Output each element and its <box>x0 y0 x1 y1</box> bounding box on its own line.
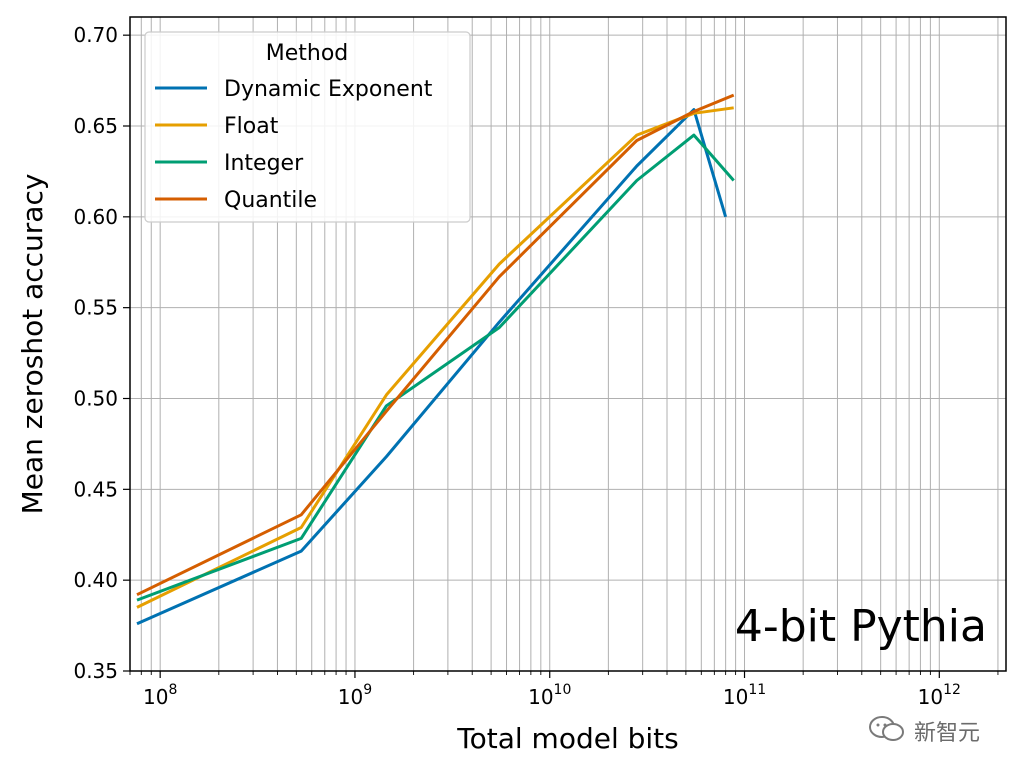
series-line-integer <box>136 133 735 602</box>
y-tick-label: 0.45 <box>73 477 118 501</box>
series-line-dynamic-exponent <box>136 108 728 626</box>
y-tick-label: 0.60 <box>73 205 118 229</box>
chart-annotation: 4-bit Pythia <box>735 601 987 652</box>
legend-label: Float <box>224 114 279 139</box>
legend-items: Dynamic Exponent Float Integer Quantile <box>155 77 433 213</box>
x-tick-label: 108 <box>143 682 177 709</box>
plot-frame <box>129 16 1007 672</box>
legend-title: Method <box>266 41 349 66</box>
legend-label: Quantile <box>224 188 317 213</box>
y-tick-label: 0.55 <box>73 296 118 320</box>
y-tick-label: 0.40 <box>73 568 118 592</box>
x-axis: 108 109 1010 1011 1012 <box>129 671 999 709</box>
x-tick-label: 109 <box>338 682 372 709</box>
x-tick-label: 1012 <box>918 682 961 709</box>
x-tick-label: 1011 <box>723 682 766 709</box>
y-tick-label: 0.70 <box>73 23 118 47</box>
series-line-float <box>136 106 734 609</box>
watermark: 新智元 <box>868 712 1008 746</box>
watermark-text: 新智元 <box>914 721 981 746</box>
y-axis: 0.35 0.40 0.45 0.50 0.55 0.60 0.65 0.70 <box>73 23 130 683</box>
x-tick-label: 1010 <box>528 682 571 709</box>
y-axis-label: Mean zeroshot accuracy <box>16 174 49 515</box>
series-lines <box>136 93 735 626</box>
legend-label: Integer <box>224 151 304 176</box>
y-tick-label: 0.35 <box>73 659 118 683</box>
y-tick-label: 0.50 <box>73 387 118 411</box>
wechat-icon <box>869 716 904 741</box>
legend-box <box>144 31 471 223</box>
legend: Method Dynamic Exponent Float Integer Quant… <box>144 31 471 223</box>
x-axis-label: Total model bits <box>456 722 679 755</box>
legend-label: Dynamic Exponent <box>224 77 433 102</box>
y-tick-label: 0.65 <box>73 114 118 138</box>
series-line-quantile <box>136 93 735 597</box>
